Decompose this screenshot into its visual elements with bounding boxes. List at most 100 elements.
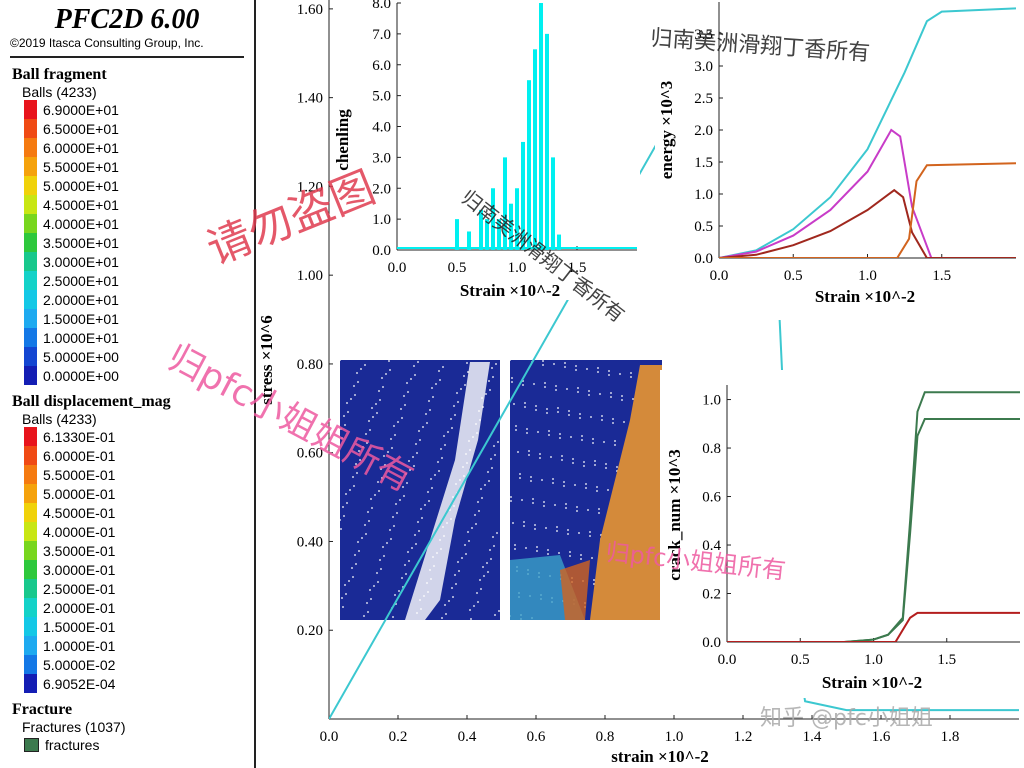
particle bbox=[407, 391, 409, 393]
legend-swatch bbox=[24, 100, 37, 119]
particle bbox=[597, 367, 599, 369]
particle bbox=[547, 553, 549, 555]
legend-entry: 2.5000E-01 bbox=[24, 579, 254, 598]
legend-label: fractures bbox=[45, 736, 100, 753]
y-tick-label: 2.0 bbox=[372, 181, 391, 197]
crack-band bbox=[405, 362, 490, 620]
particle bbox=[377, 481, 379, 483]
chart: 0.0 0.5 1.0 1.5 0.0 0.2 0.4 0.6 0.8 1.0 Strain ×10… bbox=[660, 370, 1024, 698]
particle bbox=[494, 454, 496, 456]
particle bbox=[355, 463, 357, 465]
chart: 0.0 0.5 1.0 1.5 0.0 0.5 1.0 1.5 2.0 2.5 3.0 3.5 Stra… bbox=[655, 0, 1024, 320]
particle bbox=[392, 516, 394, 518]
particle bbox=[389, 529, 391, 531]
particle bbox=[610, 392, 612, 394]
legend-swatch bbox=[24, 328, 37, 347]
particle bbox=[402, 486, 404, 488]
bar bbox=[479, 209, 483, 250]
particle bbox=[589, 531, 591, 533]
y-tick-label: 0.80 bbox=[297, 357, 323, 373]
y-tick-label: 0.20 bbox=[297, 623, 323, 639]
legend-swatch bbox=[24, 446, 37, 465]
particle bbox=[425, 413, 427, 415]
particle bbox=[383, 555, 385, 557]
particle bbox=[591, 557, 593, 559]
particle bbox=[619, 373, 621, 375]
bar bbox=[467, 231, 471, 250]
particle bbox=[589, 535, 591, 537]
particle bbox=[498, 610, 500, 612]
particle bbox=[353, 385, 355, 387]
particle bbox=[534, 528, 536, 530]
legend-label: 6.9052E-04 bbox=[43, 675, 116, 692]
particle bbox=[614, 444, 616, 446]
particle bbox=[463, 375, 465, 377]
fragment-zone bbox=[560, 560, 590, 620]
particle bbox=[572, 462, 574, 464]
particle bbox=[401, 417, 403, 419]
y-tick-label: 1.40 bbox=[297, 91, 323, 107]
particle bbox=[570, 436, 572, 438]
legend-entry: 3.0000E-01 bbox=[24, 560, 254, 579]
y-tick-label: 0.60 bbox=[297, 446, 323, 462]
particle bbox=[371, 507, 373, 509]
x-tick-label: 0.5 bbox=[791, 652, 810, 668]
particle bbox=[339, 359, 341, 361]
particle bbox=[524, 406, 526, 408]
particle bbox=[545, 527, 547, 529]
particle bbox=[398, 590, 400, 592]
legend-entry: 6.0000E-01 bbox=[24, 446, 254, 465]
particle bbox=[623, 421, 625, 423]
y-tick-label: 0.6 bbox=[702, 490, 721, 506]
particle bbox=[367, 611, 369, 613]
y-tick-label: 1.20 bbox=[297, 179, 323, 195]
particle bbox=[475, 523, 477, 525]
particle bbox=[559, 437, 561, 439]
particle bbox=[451, 427, 453, 429]
particle bbox=[598, 508, 600, 510]
particle bbox=[601, 415, 603, 417]
legend-label: 3.5000E+01 bbox=[43, 234, 119, 251]
particle bbox=[379, 559, 381, 561]
y-tick-label: 0.0 bbox=[702, 635, 721, 651]
particle bbox=[569, 551, 571, 553]
particle bbox=[440, 448, 442, 450]
particle bbox=[614, 440, 616, 442]
particle bbox=[428, 400, 430, 402]
particle bbox=[514, 544, 516, 546]
particle bbox=[566, 388, 568, 390]
particle bbox=[448, 600, 450, 602]
x-axis-label: Strain ×10^-2 bbox=[815, 287, 915, 306]
particle bbox=[553, 363, 555, 365]
particle bbox=[493, 545, 495, 547]
legend-entry: 2.0000E-01 bbox=[24, 598, 254, 617]
legend-label: 2.5000E+01 bbox=[43, 272, 119, 289]
legend-entry: 4.0000E-01 bbox=[24, 522, 254, 541]
particle bbox=[366, 442, 368, 444]
legend-entry: 3.5000E-01 bbox=[24, 541, 254, 560]
particle bbox=[548, 434, 550, 436]
particle bbox=[468, 540, 470, 542]
y-tick-label: 6.0 bbox=[372, 58, 391, 74]
bar bbox=[491, 188, 495, 250]
particle bbox=[492, 376, 494, 378]
particle bbox=[405, 473, 407, 475]
particle bbox=[372, 416, 374, 418]
particle bbox=[461, 557, 463, 559]
legend-entry: 6.9000E+01 bbox=[24, 100, 254, 119]
particle bbox=[388, 360, 390, 362]
particle bbox=[410, 378, 412, 380]
particle bbox=[532, 502, 534, 504]
y-tick-label: 5.0 bbox=[372, 89, 391, 105]
legend-entry: 4.5000E-01 bbox=[24, 503, 254, 522]
legend-swatch bbox=[24, 271, 37, 290]
particle bbox=[552, 478, 554, 480]
particle bbox=[393, 425, 395, 427]
particle bbox=[445, 613, 447, 615]
section-heading: Fracture bbox=[12, 701, 73, 718]
copyright: ©2019 Itasca Consulting Group, Inc. bbox=[10, 36, 244, 58]
particle bbox=[512, 522, 514, 524]
particle bbox=[345, 593, 347, 595]
particle bbox=[367, 511, 369, 513]
y-tick-label: 0.0 bbox=[694, 251, 713, 267]
